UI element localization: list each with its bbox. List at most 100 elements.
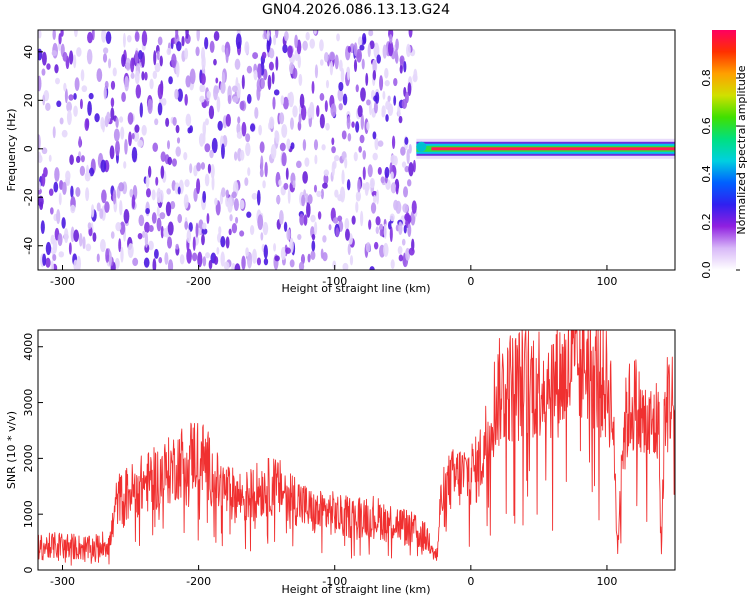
- noise-blob: [398, 115, 403, 124]
- noise-blob: [338, 81, 344, 92]
- noise-blob: [167, 156, 173, 166]
- noise-blob: [49, 207, 54, 215]
- noise-blob: [54, 64, 59, 74]
- noise-blob: [186, 229, 192, 243]
- noise-blob: [38, 195, 44, 207]
- noise-blob: [300, 104, 307, 121]
- snr-y-tick-label: 0: [22, 567, 35, 574]
- noise-blob: [156, 217, 162, 232]
- noise-blob: [313, 184, 317, 193]
- noise-blob: [64, 88, 68, 104]
- noise-blob: [121, 53, 126, 67]
- colorbar-tick-label: 0.2: [700, 213, 713, 231]
- figure-title: GN04.2026.086.13.13.G24: [262, 2, 450, 18]
- noise-blob: [108, 251, 112, 267]
- noise-blob: [160, 151, 166, 163]
- noise-blob: [45, 241, 52, 256]
- noise-blob: [175, 146, 181, 157]
- noise-blob: [239, 199, 245, 210]
- noise-blob: [335, 227, 340, 238]
- snr-frame: [37, 329, 676, 571]
- noise-blob: [273, 243, 277, 252]
- noise-blob: [165, 117, 170, 128]
- colorbar-ticks: 0.0 0.2 0.4 0.6 0.8: [700, 69, 740, 279]
- noise-blob: [344, 218, 350, 231]
- noise-blob: [58, 192, 62, 206]
- noise-blob: [260, 77, 265, 89]
- noise-blob: [196, 178, 201, 194]
- noise-blob: [379, 229, 384, 237]
- noise-blob: [184, 220, 189, 230]
- snr-y-ticks: 0 1000 2000 3000 4000: [22, 333, 43, 574]
- noise-blob: [355, 201, 359, 213]
- noise-blob: [50, 234, 55, 245]
- noise-blob: [175, 243, 179, 250]
- noise-blob: [38, 154, 43, 164]
- noise-blob: [384, 79, 390, 87]
- noise-blob: [403, 186, 409, 198]
- noise-blob: [52, 126, 56, 139]
- noise-blob: [157, 36, 163, 46]
- noise-blob: [135, 84, 142, 99]
- noise-blob: [305, 193, 309, 204]
- noise-blob: [73, 93, 77, 100]
- noise-blob: [282, 96, 289, 110]
- noise-blob: [73, 30, 78, 38]
- noise-blob: [253, 69, 258, 81]
- noise-blob: [408, 143, 412, 154]
- noise-blob: [344, 157, 348, 169]
- noise-blob: [96, 202, 101, 212]
- noise-blob: [104, 201, 110, 213]
- noise-blob: [285, 247, 291, 254]
- noise-blob: [358, 146, 362, 153]
- noise-blob: [48, 154, 52, 162]
- noise-blob: [211, 175, 215, 191]
- noise-blob: [331, 137, 335, 146]
- noise-blob: [120, 126, 125, 140]
- noise-blob: [406, 43, 411, 58]
- noise-blob: [59, 117, 64, 125]
- noise-blob: [45, 257, 51, 268]
- noise-blob: [103, 47, 109, 54]
- noise-blob: [87, 101, 92, 116]
- noise-blob: [304, 157, 310, 167]
- noise-blob: [56, 209, 61, 225]
- noise-blob: [270, 144, 277, 160]
- noise-blob: [319, 39, 324, 52]
- noise-blob: [271, 71, 275, 85]
- noise-blob: [307, 194, 313, 205]
- noise-blob: [210, 163, 215, 179]
- noise-blob: [86, 48, 93, 65]
- noise-blob: [401, 238, 406, 246]
- noise-blob: [175, 124, 180, 134]
- noise-blob: [257, 63, 262, 80]
- noise-blob: [260, 232, 264, 241]
- noise-blob: [341, 169, 345, 185]
- noise-blob: [391, 135, 396, 149]
- noise-blob: [360, 87, 366, 102]
- spectrogram-x-tick-label: -300: [50, 275, 75, 288]
- noise-blob: [204, 36, 209, 50]
- noise-blob: [373, 101, 378, 114]
- noise-blob: [82, 236, 86, 250]
- noise-blob: [221, 143, 225, 159]
- noise-blob: [145, 175, 150, 188]
- noise-blob: [196, 30, 200, 42]
- noise-blob: [239, 100, 245, 111]
- noise-blob: [394, 48, 398, 63]
- noise-blob: [112, 67, 117, 77]
- noise-blob: [199, 84, 204, 93]
- noise-blob: [383, 223, 387, 239]
- noise-blob: [353, 151, 358, 162]
- noise-blob: [342, 262, 349, 270]
- noise-blob: [96, 68, 103, 82]
- noise-blob: [296, 160, 302, 169]
- noise-blob: [269, 48, 275, 59]
- noise-blob: [102, 53, 108, 63]
- noise-blob: [171, 158, 177, 167]
- noise-blob: [385, 114, 389, 122]
- noise-blob: [138, 214, 145, 227]
- noise-blob: [376, 54, 381, 64]
- noise-blob: [345, 228, 350, 241]
